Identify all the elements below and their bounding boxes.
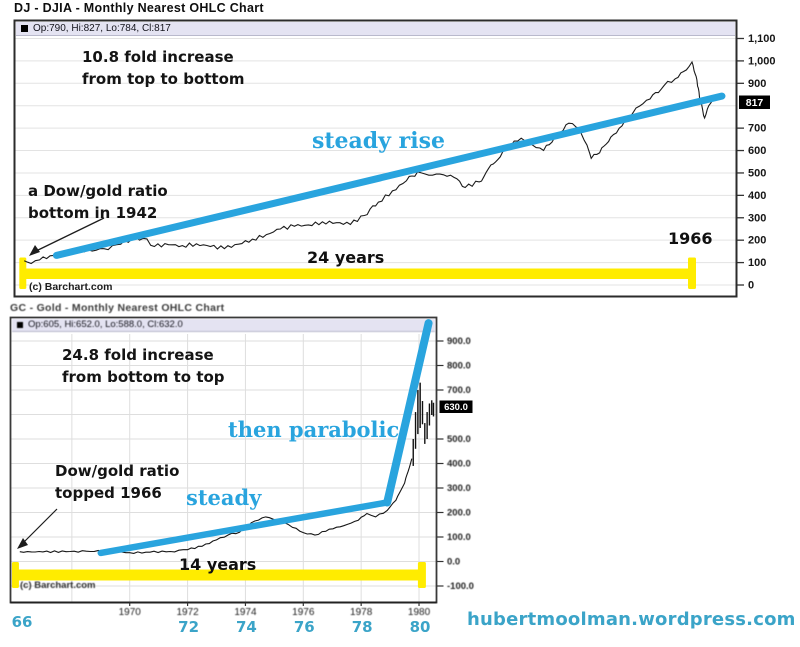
y-tick-label: 200 bbox=[748, 235, 766, 247]
y-tick-label: 800.0 bbox=[447, 361, 471, 372]
y-tick-label: 100 bbox=[748, 257, 766, 269]
gold-info-bar: Op:605, Hi:652.0, Lo:588.0, Cl:632.0 bbox=[12, 318, 435, 332]
annotation-line: 10.8 fold increase bbox=[82, 48, 234, 66]
y-tick-label: 600 bbox=[748, 145, 766, 157]
blue-year-label: 78 bbox=[352, 618, 373, 636]
gold-x-axis-blue-years: 66 72 74 76 78 80 bbox=[12, 613, 431, 636]
annotation-line: a Dow/gold ratio bbox=[28, 182, 168, 200]
y-tick-label: 900 bbox=[748, 78, 766, 90]
trend-line bbox=[383, 319, 433, 507]
annotation-line: from bottom to top bbox=[62, 368, 225, 386]
gold-x-axis: 1970 1972 1974 1976 1978 1980 bbox=[119, 602, 431, 618]
blue-year-label: 80 bbox=[410, 618, 431, 636]
dow-info-bar: Op:790, Hi:827, Lo:784, Cl:817 bbox=[16, 21, 735, 36]
y-tick-label: 0 bbox=[748, 280, 754, 292]
legend-square-icon bbox=[21, 24, 28, 32]
annotation-line: 24.8 fold increase bbox=[62, 346, 214, 364]
dow-last-price: 817 bbox=[746, 97, 764, 109]
blue-year-label: 74 bbox=[236, 618, 257, 636]
y-tick-label: 1,000 bbox=[748, 55, 776, 67]
span-bar-left-cap bbox=[19, 257, 27, 289]
y-tick-label: 1,100 bbox=[748, 33, 776, 45]
dow-chart-title: DJ - DJIA - Monthly Nearest OHLC Chart bbox=[14, 1, 264, 15]
y-tick-label: 300 bbox=[748, 212, 766, 224]
dow-ohlc-readout: Op:790, Hi:827, Lo:784, Cl:817 bbox=[33, 22, 171, 34]
y-tick-label: 700 bbox=[748, 123, 766, 135]
watermark-url: hubertmoolman.wordpress.com bbox=[467, 609, 796, 630]
blue-year-label: 72 bbox=[178, 618, 199, 636]
steady-label: steady bbox=[186, 485, 262, 510]
span-bar-right-cap bbox=[417, 562, 426, 588]
annotation-line: Dow/gold ratio bbox=[55, 462, 180, 480]
dow-y-axis: 1,100 1,000 900 700 600 500 400 300 200 100 0 bbox=[737, 33, 776, 292]
gold-topped-annotation: Dow/gold ratio topped 1966 bbox=[55, 460, 179, 504]
year-1966-label: 1966 bbox=[668, 229, 713, 248]
span-bar bbox=[22, 268, 693, 279]
annotation-line: topped 1966 bbox=[55, 484, 162, 502]
y-tick-label: 400 bbox=[748, 190, 766, 202]
gold-chart-title: GC - Gold - Monthly Nearest OHLC Chart bbox=[10, 302, 225, 314]
x-tick-label: 1978 bbox=[350, 607, 373, 618]
x-tick-label: 1974 bbox=[234, 607, 257, 618]
span-24-years-label: 24 years bbox=[307, 248, 385, 267]
x-tick-label: 1972 bbox=[176, 607, 199, 618]
y-tick-label: 700.0 bbox=[447, 385, 471, 396]
gold-y-axis: 900.0 800.0 700.0 500.0 400.0 300.0 200.0 100.0… bbox=[437, 336, 474, 592]
gold-price-tag: 630.0 bbox=[439, 400, 473, 413]
then-parabolic-label: then parabolic bbox=[228, 417, 400, 442]
dow-fold-annotation: 10.8 fold increase from top to bottom bbox=[82, 46, 245, 90]
y-tick-label: 200.0 bbox=[447, 508, 471, 519]
dow-price-line bbox=[23, 60, 713, 265]
span-bar-right-cap bbox=[688, 257, 696, 289]
dow-price-tag: 817 bbox=[739, 95, 770, 109]
trend-line bbox=[52, 92, 726, 259]
gold-last-price: 630.0 bbox=[444, 402, 468, 413]
dow-trend-line bbox=[52, 92, 726, 259]
annotation-line: from top to bottom bbox=[82, 70, 245, 88]
y-tick-label: 300.0 bbox=[447, 483, 471, 494]
dow-copyright: (c) Barchart.com bbox=[29, 281, 113, 293]
trend-line bbox=[97, 499, 391, 557]
span-bar-left-cap bbox=[11, 562, 19, 588]
gold-fold-annotation: 24.8 fold increase from bottom to top bbox=[62, 344, 225, 388]
dow-bottom-annotation: a Dow/gold ratio bottom in 1942 bbox=[28, 180, 168, 224]
blue-year-label: 76 bbox=[294, 618, 315, 636]
y-tick-label: 0.0 bbox=[447, 557, 460, 568]
x-tick-label: 1980 bbox=[408, 607, 431, 618]
y-tick-label: 500.0 bbox=[447, 434, 471, 445]
y-tick-label: -100.0 bbox=[447, 581, 474, 592]
gold-copyright: (c) Barchart.com bbox=[20, 580, 96, 591]
legend-square-icon bbox=[17, 321, 23, 328]
blue-year-label: 66 bbox=[12, 613, 33, 631]
price-path bbox=[23, 60, 713, 265]
span-14-years-label: 14 years bbox=[179, 555, 257, 574]
y-tick-label: 400.0 bbox=[447, 459, 471, 470]
y-tick-label: 500 bbox=[748, 167, 766, 179]
annotation-line: bottom in 1942 bbox=[28, 204, 158, 222]
gold-annotation-arrow bbox=[17, 508, 58, 549]
steady-rise-label: steady rise bbox=[312, 128, 445, 154]
y-tick-label: 900.0 bbox=[447, 336, 471, 347]
gold-ohlc-bars bbox=[412, 382, 435, 466]
y-tick-label: 100.0 bbox=[447, 532, 471, 543]
x-tick-label: 1976 bbox=[292, 607, 315, 618]
x-tick-label: 1970 bbox=[119, 607, 142, 618]
gold-ohlc-readout: Op:605, Hi:652.0, Lo:588.0, Cl:632.0 bbox=[28, 319, 183, 331]
